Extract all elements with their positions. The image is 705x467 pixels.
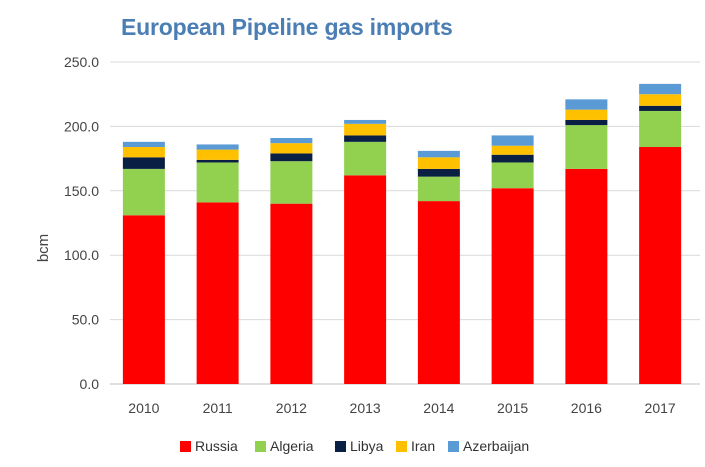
legend-swatch-algeria (255, 441, 266, 452)
bar-iran-2016 (565, 109, 608, 120)
x-tick-label: 2017 (645, 400, 676, 416)
bar-libya-2015 (491, 154, 534, 163)
bar-azerbaijan-2010 (122, 141, 165, 148)
bar-iran-2015 (491, 145, 534, 155)
bar-libya-2016 (565, 119, 608, 126)
bar-algeria-2017 (639, 110, 682, 148)
bar-iran-2011 (196, 149, 239, 160)
legend-label-iran: Iran (411, 438, 435, 454)
x-tick-label: 2010 (128, 400, 159, 416)
bar-algeria-2012 (270, 161, 313, 204)
x-tick-label: 2013 (350, 400, 381, 416)
legend-label-libya: Libya (350, 438, 384, 454)
x-tick-label: 2012 (276, 400, 307, 416)
x-axis-ticks: 2010 2011 2012 2013 2014 2015 2016 2017 (128, 400, 676, 416)
bar-iran-2014 (417, 157, 460, 169)
legend-label-russia: Russia (195, 438, 238, 454)
bar-russia-2011 (196, 202, 239, 384)
bar-algeria-2013 (344, 141, 387, 176)
bar-russia-2014 (417, 201, 460, 384)
bar-azerbaijan-2012 (270, 137, 313, 144)
bar-russia-2015 (491, 188, 534, 384)
y-tick-label: 250.0 (64, 54, 99, 70)
x-tick-label: 2014 (423, 400, 454, 416)
bar-azerbaijan-2013 (344, 119, 387, 124)
bar-azerbaijan-2016 (565, 99, 608, 110)
y-tick-label: 150.0 (64, 183, 99, 199)
legend-swatch-russia (180, 441, 191, 452)
bar-libya-2012 (270, 153, 313, 162)
legend-label-algeria: Algeria (270, 438, 314, 454)
bar-azerbaijan-2017 (639, 83, 682, 95)
y-tick-label: 0.0 (80, 376, 100, 392)
legend-swatch-azerbaijan (448, 441, 459, 452)
bar-algeria-2011 (196, 162, 239, 203)
bar-libya-2017 (639, 105, 682, 111)
bars (122, 83, 682, 384)
bar-libya-2013 (344, 135, 387, 142)
bar-russia-2016 (565, 168, 608, 384)
bar-iran-2012 (270, 143, 313, 154)
bar-libya-2010 (122, 157, 165, 169)
chart-title: European Pipeline gas imports (121, 14, 453, 40)
bar-azerbaijan-2011 (196, 144, 239, 150)
x-tick-label: 2016 (571, 400, 602, 416)
bar-iran-2017 (639, 94, 682, 106)
legend-swatch-libya (335, 441, 346, 452)
y-tick-label: 100.0 (64, 247, 99, 263)
bar-algeria-2010 (122, 168, 165, 216)
bar-russia-2012 (270, 203, 313, 384)
bar-azerbaijan-2014 (417, 150, 460, 158)
bar-algeria-2014 (417, 176, 460, 202)
bar-algeria-2015 (491, 162, 534, 189)
bar-libya-2014 (417, 168, 460, 177)
legend: Russia Algeria Libya Iran Azerbaijan (180, 438, 529, 454)
y-axis-ticks: 0.0 50.0 100.0 150.0 200.0 250.0 (64, 54, 99, 392)
bar-libya-2011 (196, 159, 239, 163)
bar-algeria-2016 (565, 125, 608, 169)
x-tick-label: 2015 (497, 400, 528, 416)
bar-azerbaijan-2015 (491, 135, 534, 146)
bar-iran-2013 (344, 123, 387, 136)
x-tick-label: 2011 (203, 400, 233, 416)
bar-russia-2013 (344, 175, 387, 384)
y-tick-label: 50.0 (72, 312, 99, 328)
bar-russia-2010 (122, 215, 165, 384)
legend-label-azerbaijan: Azerbaijan (463, 438, 529, 454)
legend-swatch-iran (396, 441, 407, 452)
y-tick-label: 200.0 (64, 118, 99, 134)
y-axis-title: bcm (35, 234, 52, 262)
bar-iran-2010 (122, 147, 165, 158)
bar-russia-2017 (639, 147, 682, 384)
